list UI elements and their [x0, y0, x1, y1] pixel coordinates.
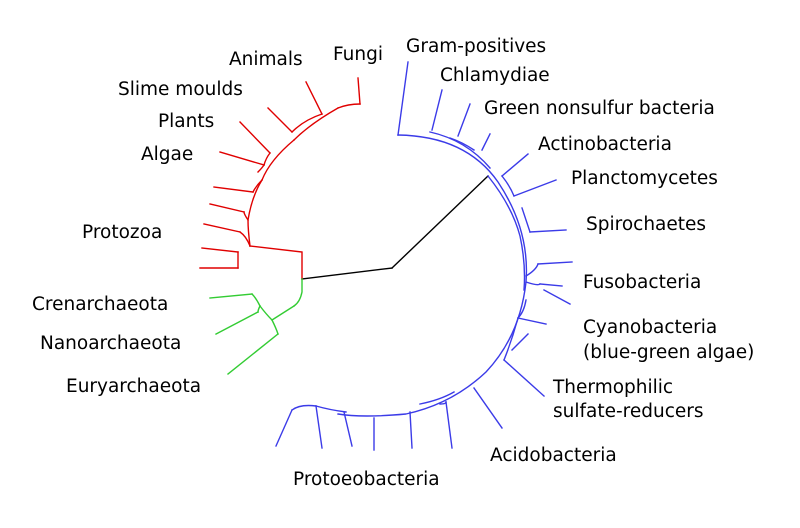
spirochaetes-branch	[529, 229, 567, 233]
root-branches	[301, 175, 489, 280]
fusobacteria-arc	[525, 263, 541, 286]
clade-labels: Fungi Animals Slime moulds Plants Algae …	[32, 36, 754, 490]
planctomycetes-branch	[513, 179, 557, 197]
bacteria-outer-arc	[337, 134, 528, 417]
proteo-branch-5	[315, 405, 323, 449]
spirochaetes-stem	[521, 207, 531, 233]
cyanobacteria-sub	[511, 333, 529, 351]
label-algae: Algae	[141, 144, 193, 165]
archaea-clade	[209, 278, 303, 375]
root-branch-bacteria	[391, 175, 489, 269]
archaea-arc-1	[271, 305, 295, 321]
label-nanoarchaeota: Nanoarchaeota	[40, 333, 181, 354]
eukaryota-clade	[199, 77, 361, 280]
label-fusobacteria: Fusobacteria	[583, 272, 701, 293]
green-nonsulfur-arc	[449, 137, 475, 151]
nanoarchaeota-branch	[215, 311, 259, 335]
label-actinobacteria: Actinobacteria	[538, 134, 672, 155]
nanoarchaeota-arc	[257, 305, 261, 313]
fungi-arc	[337, 103, 361, 109]
cyanobacteria-stem	[517, 299, 527, 319]
proteo-branch-2	[409, 411, 413, 449]
label-slime-moulds: Slime moulds	[118, 79, 243, 100]
label-fungi: Fungi	[333, 44, 383, 65]
proteo-arc-1	[419, 391, 455, 405]
chlamydiae-branch	[431, 89, 443, 131]
proteo-branch-1	[445, 401, 453, 449]
protozoa-arc-c	[243, 211, 249, 221]
label-chlamydiae: Chlamydiae	[440, 65, 550, 86]
cyanobacteria-branch	[517, 317, 547, 325]
euryarchaeota-arc	[271, 319, 279, 335]
crenarchaeota-arc	[251, 293, 261, 307]
green-nonsulfur-branch-1	[457, 103, 471, 137]
bacteria-clade	[275, 61, 573, 451]
archaea-base	[293, 278, 303, 307]
label-cyanobacteria-line2: (blue-green algae)	[583, 342, 754, 363]
label-thermophilic-line2: sulfate-reducers	[553, 401, 704, 422]
euryarchaeota-branch	[227, 333, 279, 375]
plants-arc	[263, 152, 271, 166]
euk-sub-arc	[257, 164, 265, 173]
label-protozoa: Protozoa	[82, 222, 162, 243]
euk-inner-arc-1	[247, 179, 263, 247]
green-nonsulfur-branch-2	[481, 133, 491, 151]
label-crenarchaeota: Crenarchaeota	[32, 294, 168, 315]
archaea-arc-2	[259, 305, 273, 321]
label-planctomycetes: Planctomycetes	[571, 168, 718, 189]
proteo-arc-3	[291, 404, 317, 411]
bacteria-inner-arc-2	[487, 175, 526, 291]
proteo-branch-6	[275, 409, 293, 447]
proteo-branch-4	[343, 411, 353, 447]
euk-inner-arc-3	[293, 107, 339, 141]
crenarchaeota-branch	[209, 293, 253, 299]
planctomycetes-arc	[501, 175, 515, 197]
algae-arc	[252, 179, 263, 193]
fusobacteria-branch-3	[539, 283, 563, 287]
label-animals: Animals	[229, 49, 303, 70]
root-branch-eukaryota-archaea	[301, 267, 393, 280]
slime-moulds-branch	[267, 107, 293, 133]
eukaryota-base-arc	[249, 245, 303, 280]
protozoa-tip-2	[201, 247, 239, 253]
label-plants: Plants	[158, 111, 214, 132]
bacteria-inner-arc-1	[429, 131, 491, 169]
label-thermophilic-line1: Thermophilic	[552, 377, 673, 398]
euk-inner-arc-2	[261, 139, 295, 181]
gram-positives-branch	[397, 61, 409, 136]
proteo-arc-2	[315, 405, 347, 413]
label-cyanobacteria-line1: Cyanobacteria	[583, 317, 717, 338]
algae-tip	[213, 186, 254, 193]
proteo-arc-4	[439, 401, 447, 405]
thermophilic-arc	[503, 317, 519, 361]
label-proteobacteria: Protoeobacteria	[293, 469, 440, 490]
fusobacteria-branch-1	[537, 261, 573, 265]
protozoa-tip-3	[203, 223, 241, 233]
algae-branch	[219, 151, 265, 166]
label-green-nonsulfur: Green nonsulfur bacteria	[484, 98, 715, 119]
label-spirochaetes: Spirochaetes	[586, 214, 706, 235]
animals-branch	[305, 81, 323, 115]
protozoa-tip-4	[209, 203, 245, 213]
label-euryarchaeota: Euryarchaeota	[66, 376, 201, 397]
fusobacteria-branch-2	[543, 289, 571, 305]
actinobacteria-branch	[501, 153, 529, 177]
thermophilic-branch	[503, 359, 545, 397]
label-acidobacteria: Acidobacteria	[490, 445, 617, 466]
acidobacteria-branch	[473, 387, 503, 429]
euk-inner-arc-4	[291, 113, 323, 133]
plants-branch	[239, 121, 271, 154]
fungi-branch	[357, 77, 361, 105]
label-gram-positives: Gram-positives	[406, 36, 546, 57]
